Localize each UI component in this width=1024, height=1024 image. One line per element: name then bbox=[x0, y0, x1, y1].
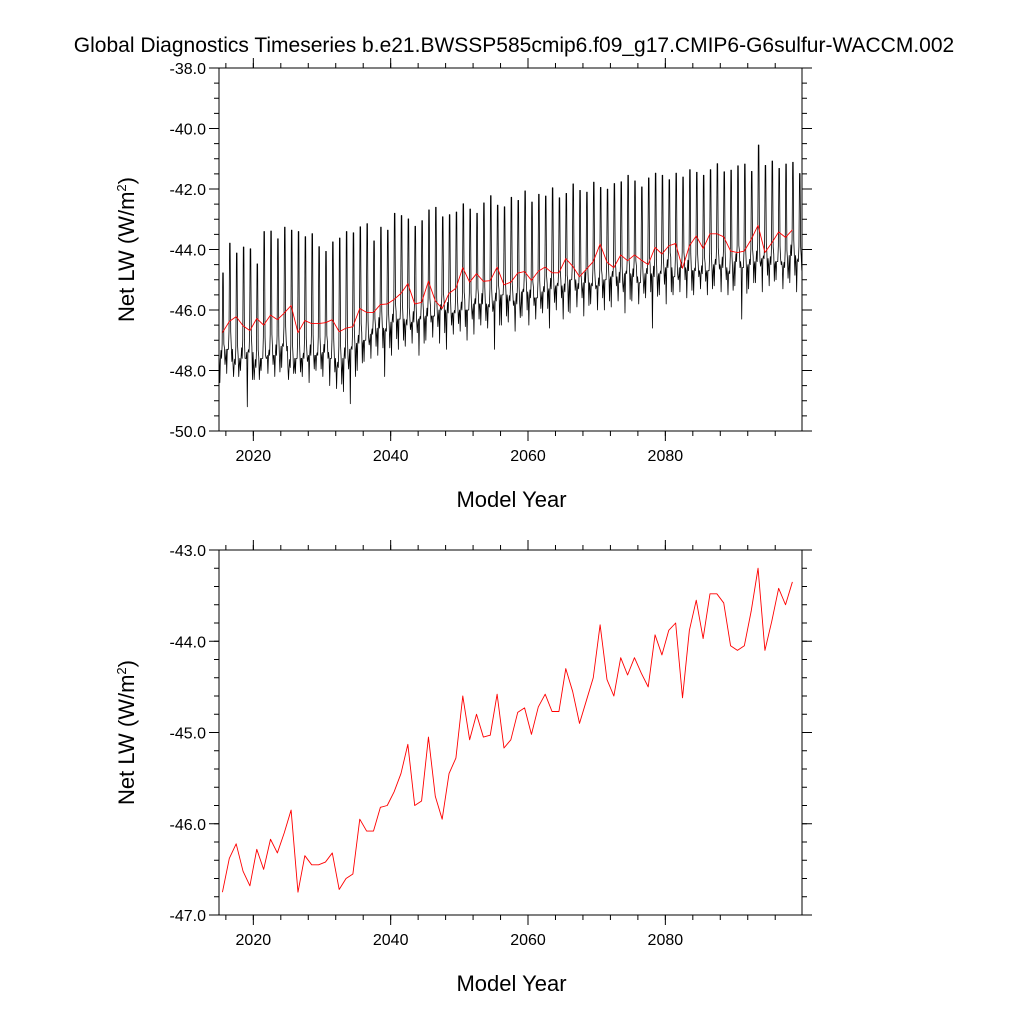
x-tick-label: 2040 bbox=[373, 448, 409, 465]
y-tick-label: -38.0 bbox=[170, 61, 207, 78]
y-tick-label: -46.0 bbox=[170, 817, 207, 834]
y-tick-label: -42.0 bbox=[170, 182, 207, 199]
annual-mean-series-line bbox=[222, 224, 793, 334]
x-tick-label: 2020 bbox=[236, 932, 272, 949]
x-axis-label: Model Year bbox=[456, 971, 566, 996]
y-tick-label: -45.0 bbox=[170, 726, 207, 743]
y-axis-label-superscript: 2 bbox=[114, 184, 129, 191]
y-tick-label: -46.0 bbox=[170, 303, 207, 320]
y-axis-label: Net LW (W/m2) bbox=[114, 660, 139, 805]
x-tick-label: 2040 bbox=[373, 932, 409, 949]
y-tick-label: -50.0 bbox=[170, 424, 207, 441]
y-tick-label: -47.0 bbox=[170, 908, 207, 925]
y-axis-label-close: ) bbox=[114, 177, 139, 184]
y-tick-label: -44.0 bbox=[170, 243, 207, 260]
y-axis-label-superscript: 2 bbox=[114, 667, 129, 674]
x-tick-label: 2020 bbox=[236, 448, 272, 465]
y-tick-label: -40.0 bbox=[170, 122, 207, 139]
y-axis-label-close: ) bbox=[114, 660, 139, 667]
y-tick-label: -43.0 bbox=[170, 543, 207, 560]
x-tick-label: 2060 bbox=[510, 932, 546, 949]
y-axis-label: Net LW (W/m2) bbox=[114, 177, 139, 322]
x-tick-label: 2080 bbox=[648, 932, 684, 949]
top-panel: -50.0 -48.0 -46.0 -44.0 -42.0 -40.0 -38.0 2020 2… bbox=[114, 58, 812, 512]
y-axis-label-main: Net LW (W/m bbox=[114, 192, 139, 322]
y-tick-label: -48.0 bbox=[170, 364, 207, 381]
y-axis-label-main: Net LW (W/m bbox=[114, 675, 139, 805]
bottom-panel: -47.0 -46.0 -45.0 -44.0 -43.0 2020 2040 2060 208… bbox=[114, 540, 812, 996]
x-axis-label: Model Year bbox=[456, 487, 566, 512]
y-tick-label: -44.0 bbox=[170, 634, 207, 651]
x-tick-label: 2080 bbox=[648, 448, 684, 465]
annual-mean-series-line bbox=[221, 567, 793, 893]
monthly-series-line bbox=[218, 144, 803, 408]
plot-frame bbox=[218, 549, 803, 916]
figure-title: Global Diagnostics Timeseries b.e21.BWSS… bbox=[74, 34, 954, 57]
x-tick-label: 2060 bbox=[510, 448, 546, 465]
